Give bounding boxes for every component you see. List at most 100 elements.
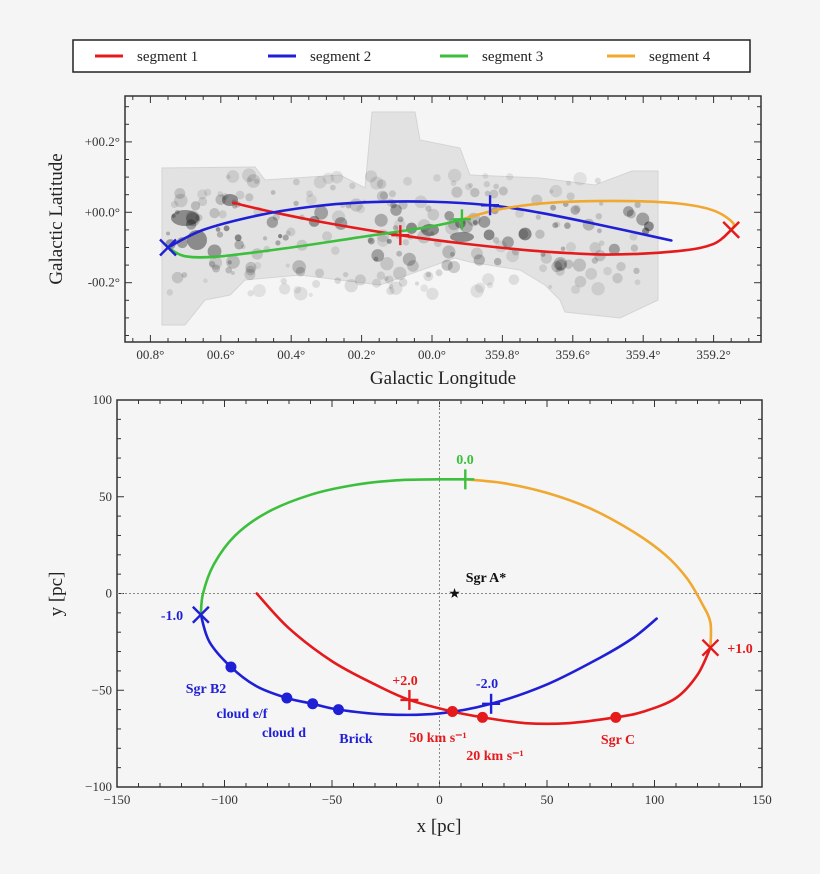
gas-clump [515, 208, 525, 218]
gas-clump [564, 259, 574, 269]
gas-clump [275, 240, 281, 246]
gas-clump [175, 209, 180, 215]
gas-clump [506, 249, 520, 263]
x-tick-label: 00.2° [348, 347, 376, 362]
gas-clump [203, 188, 212, 196]
gas-clump [218, 210, 227, 219]
gas-clump [305, 194, 317, 206]
annotation-sgr-c: Sgr C [601, 733, 635, 748]
gas-clump [608, 243, 620, 255]
gas-clump [174, 193, 188, 208]
plus-marker [482, 693, 501, 714]
gas-clump [643, 221, 654, 232]
gas-clump [308, 292, 313, 297]
annotation--2.0: -2.0 [476, 677, 498, 692]
gas-clump [186, 212, 201, 227]
gas-clump [591, 257, 599, 264]
gas-clump [171, 213, 176, 218]
gas-clump [482, 273, 495, 286]
y-tick-label: 100 [93, 392, 113, 407]
gas-clump [598, 240, 605, 247]
gas-clump [571, 284, 581, 294]
gas-clump [444, 210, 455, 221]
gas-clump [565, 242, 576, 253]
gas-clump [433, 174, 441, 182]
gas-clump [293, 286, 308, 301]
gas-clump [566, 192, 575, 201]
gas-clump [388, 190, 396, 198]
gas-clump [245, 261, 257, 273]
gas-clump [185, 210, 200, 225]
gas-clump [212, 264, 221, 273]
gas-clump [482, 173, 489, 179]
annotation-sgr-a-: Sgr A* [466, 571, 507, 586]
gas-clump [427, 208, 440, 221]
gas-clump [564, 222, 571, 229]
gas-clump [331, 246, 340, 255]
gas-clump [484, 190, 491, 197]
gas-clump [478, 216, 491, 228]
gas-clump [474, 282, 486, 293]
gas-clump [330, 170, 344, 184]
gas-clump [394, 218, 406, 231]
gas-clump [407, 260, 419, 272]
gas-clump [245, 193, 254, 202]
plus-marker [400, 689, 419, 710]
gas-clump [374, 213, 388, 227]
gas-clump [554, 221, 561, 228]
gas-clump [629, 232, 638, 241]
gas-clump [207, 244, 222, 259]
gas-clump [286, 227, 296, 237]
gas-clump [398, 278, 408, 287]
x-tick-label: 359.8° [485, 347, 519, 362]
gas-clump [342, 271, 349, 278]
gas-clump [472, 220, 478, 226]
gas-clump [285, 230, 291, 236]
gas-clump [379, 191, 388, 200]
gas-clump [489, 189, 499, 199]
gas-clump [555, 266, 565, 276]
gas-clump [216, 231, 224, 238]
gas-clump [364, 170, 378, 183]
gas-clump [574, 275, 587, 288]
gas-clump [435, 269, 443, 277]
plus-marker [452, 209, 471, 230]
legend-label: segment 2 [310, 49, 371, 65]
gas-clump [242, 168, 257, 183]
gas-clump [599, 201, 604, 206]
series-segment-2 [166, 200, 673, 249]
gas-clump [429, 231, 435, 236]
gas-clump [486, 282, 494, 289]
cloud-dot-marker [477, 711, 488, 723]
gas-clump [285, 263, 290, 268]
gas-clump [560, 246, 566, 251]
x-tick-label: −100 [211, 792, 238, 807]
x-marker-stroke [192, 605, 210, 624]
gas-clump [393, 266, 407, 281]
legend-item-4: segment 4 [607, 49, 711, 65]
gas-clump [247, 290, 254, 297]
x-tick-label: 00.0° [418, 347, 446, 362]
gas-clump [181, 272, 188, 278]
gas-clump [460, 220, 473, 234]
gas-clump [247, 177, 252, 182]
series-segment-3 [166, 218, 464, 259]
gas-clump [565, 180, 572, 186]
gas-map-dense-regions [165, 168, 654, 301]
gas-clump [227, 260, 232, 265]
gas-clump [234, 240, 244, 250]
gas-clump [331, 210, 346, 224]
gas-clump [215, 194, 227, 205]
annotation--1.0: -1.0 [161, 609, 183, 624]
gas-clump [633, 267, 640, 274]
gas-clump [550, 204, 557, 211]
gas-clump [535, 214, 541, 220]
gas-clump [506, 173, 514, 181]
gas-clump [390, 201, 397, 209]
legend-label: segment 4 [649, 49, 711, 65]
x-tick-label: −150 [104, 792, 131, 807]
gas-clump [464, 183, 473, 191]
gas-clump [548, 284, 553, 289]
y-tick-label: 50 [99, 489, 112, 504]
